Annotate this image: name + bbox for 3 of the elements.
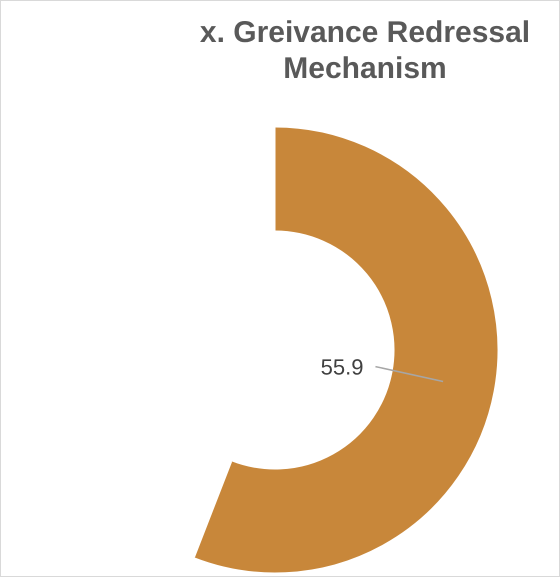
chart-title: x. Greivance Redressal Mechanism [200, 16, 530, 85]
donut-slice [194, 128, 498, 572]
data-label: 55.9 [320, 354, 364, 380]
